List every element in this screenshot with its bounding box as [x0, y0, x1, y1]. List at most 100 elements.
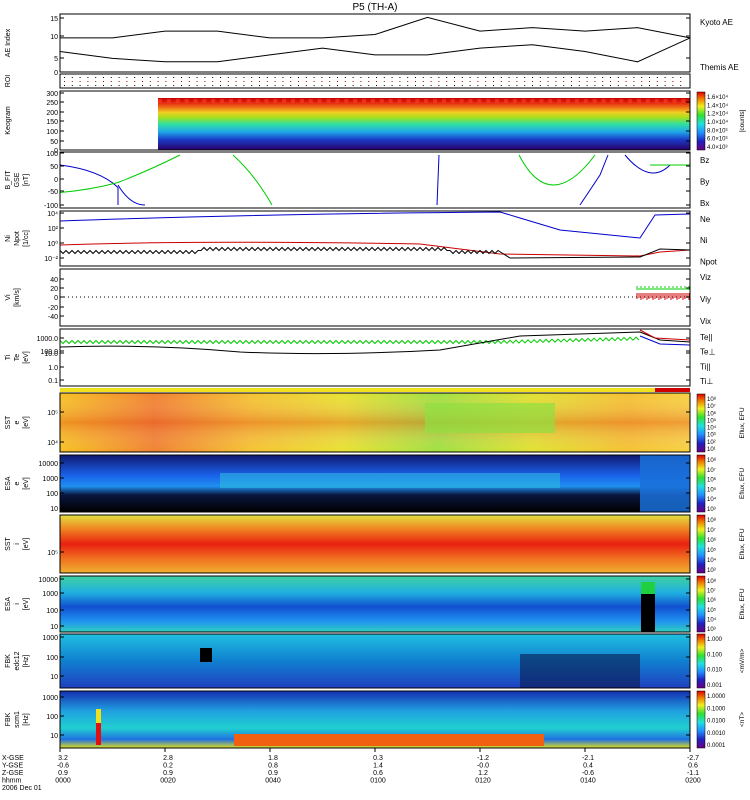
roi-dot	[383, 85, 385, 86]
roi-dot	[220, 81, 221, 82]
xaxis-rowlabel: 2006 Dec 01	[2, 785, 42, 792]
ytick-label: 100	[46, 655, 58, 662]
roi-dot	[212, 85, 214, 86]
keogram-band	[424, 99, 429, 103]
colorbar-label: 10⁸	[707, 396, 717, 403]
fbke-ylabel: edc12	[14, 651, 21, 670]
roi-dot	[305, 85, 307, 86]
colorbar-title: <mV/m>	[739, 649, 746, 674]
roi-dot	[516, 85, 518, 86]
roi-dot	[617, 81, 619, 82]
bx-jump	[436, 154, 440, 206]
cb-esae: 10⁸ 10⁷ 10⁶ 10⁵ 10⁴ 10³ Eflux, EFU	[696, 454, 746, 513]
roi-dot	[399, 85, 401, 86]
roi-dot	[532, 85, 533, 86]
esai-ylabel: i	[14, 603, 21, 605]
roi-dot	[290, 77, 292, 78]
roi-dot	[383, 81, 385, 82]
status-bar-flag	[655, 388, 690, 392]
panel-sste: SST e [eV] 10⁴ 10⁵	[5, 392, 691, 453]
colorbar-label: 6.0×10³	[707, 137, 728, 143]
roi-dot	[157, 77, 159, 78]
roi-dot	[656, 77, 658, 78]
roi-dot	[500, 81, 502, 82]
xtick-label: -0.6	[582, 770, 594, 777]
keogram-band	[237, 99, 242, 103]
keogram-band	[610, 99, 615, 103]
roi-dot	[243, 77, 245, 78]
vi-ylabel: Vi	[5, 294, 12, 301]
xtick-label: 1.8	[268, 755, 278, 762]
keogram-band	[406, 99, 411, 103]
keogram-band	[255, 99, 260, 103]
keogram-band	[317, 99, 322, 103]
fbke-ylabel: FBK	[5, 654, 12, 668]
keogram-band	[432, 99, 437, 103]
ytick-label: -50	[48, 189, 58, 196]
keogram-band	[619, 99, 624, 103]
roi-dot	[149, 77, 151, 78]
roi-dot	[165, 77, 167, 78]
roi-dot	[407, 85, 409, 86]
roi-dot	[103, 77, 104, 78]
xtick-label: -1.2	[477, 755, 489, 762]
keogram-band	[557, 99, 562, 103]
colorbar-label: 10²	[707, 440, 716, 446]
roi-dot	[500, 85, 502, 86]
ni-line	[59, 246, 691, 259]
roi-dot	[352, 77, 354, 78]
fbkb-spike	[96, 709, 101, 745]
xtick-label: 0.9	[268, 770, 278, 777]
colorbar-label: 0.010	[707, 668, 723, 674]
legend-entry: By	[700, 178, 709, 187]
ytick-label: 0.1	[48, 378, 58, 385]
roi-dot	[196, 77, 198, 78]
ytick-label: 20	[50, 286, 58, 293]
panel-ae: AE Index 0 5 10 15 Kyoto AE Themis AE	[5, 13, 739, 77]
legend-entry: Te||	[700, 333, 713, 342]
roi-dot	[422, 77, 424, 78]
roi-dot	[485, 77, 487, 78]
roi-dot	[149, 85, 151, 86]
roi-dot	[103, 81, 104, 82]
xtick-label: 0.9	[58, 770, 68, 777]
roi-dot	[407, 81, 409, 82]
roi-dot	[524, 85, 526, 86]
ni-bg	[60, 211, 690, 266]
roi-dot	[539, 85, 541, 86]
roi-dot	[532, 77, 533, 78]
keogram-band	[415, 99, 420, 103]
roi-dot	[571, 81, 572, 82]
roi-dot	[594, 85, 596, 86]
ytick-label: 1000	[42, 695, 58, 702]
roi-dot	[563, 81, 565, 82]
xaxis-rowlabel: Y-GSE	[2, 763, 23, 770]
colorbar-gradient	[696, 514, 706, 574]
xtick-label: -1.1	[687, 770, 699, 777]
roi-dot	[680, 77, 682, 78]
roi-dot	[227, 81, 229, 82]
colorbar-label: 10⁶	[707, 410, 717, 417]
roi-dot	[649, 81, 650, 82]
roi-dot	[329, 85, 331, 86]
xtick-label: 0.9	[163, 770, 173, 777]
roi-dot	[305, 77, 307, 78]
roi-dot	[586, 85, 588, 86]
roi-dot	[352, 81, 354, 82]
roi-dot	[680, 81, 682, 82]
ytick-label: 10.0	[44, 351, 58, 358]
roi-dot	[204, 85, 206, 86]
keogram-band	[548, 99, 553, 103]
roi-dot	[547, 85, 549, 86]
roi-dot	[586, 77, 588, 78]
xtick-label: 0120	[475, 778, 491, 785]
ytick-label: 10²	[48, 226, 59, 233]
panel-keogram: Keogram 0 50 100 150 200 250 300	[5, 90, 691, 155]
panel-ssti: SST i [eV] 10⁵	[5, 514, 691, 574]
ytick-label: -20	[48, 305, 58, 312]
roi-dot	[173, 77, 175, 78]
roi-dot	[664, 85, 666, 86]
xtick-label: 0000	[55, 778, 71, 785]
roi-dot	[227, 77, 229, 78]
colorbar-label: 10⁵	[707, 547, 717, 554]
